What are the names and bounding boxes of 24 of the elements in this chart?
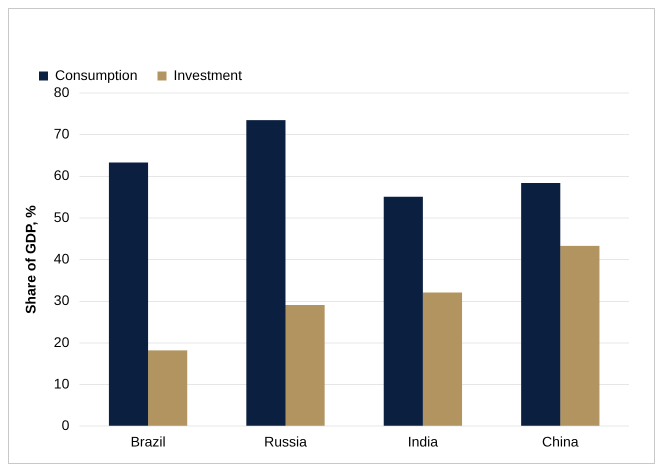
y-tick-label: 60 — [54, 167, 70, 184]
bar — [384, 196, 423, 426]
x-tick-label: China — [542, 433, 579, 450]
bar — [148, 350, 188, 426]
y-tick-label: 10 — [54, 375, 70, 392]
y-tick-label: 20 — [54, 334, 70, 350]
legend-label: Consumption — [55, 66, 138, 83]
bar — [285, 305, 325, 426]
x-tick-label: Russia — [264, 433, 308, 450]
bar — [108, 162, 148, 426]
y-tick-label: 0 — [62, 417, 70, 434]
y-tick-label: 80 — [54, 84, 70, 100]
x-tick-label: India — [408, 433, 438, 450]
bar — [560, 246, 600, 426]
y-tick-label: 40 — [54, 250, 70, 266]
bar — [422, 292, 462, 426]
y-tick-label: 30 — [54, 292, 70, 308]
y-axis-title: Share of GDP, % — [22, 204, 38, 314]
y-tick-label: 70 — [54, 126, 70, 142]
bar — [521, 182, 560, 426]
bar — [246, 120, 286, 426]
x-tick-label: Brazil — [130, 433, 166, 450]
y-tick-label: 50 — [54, 208, 70, 225]
legend-label: Investment — [173, 66, 242, 83]
